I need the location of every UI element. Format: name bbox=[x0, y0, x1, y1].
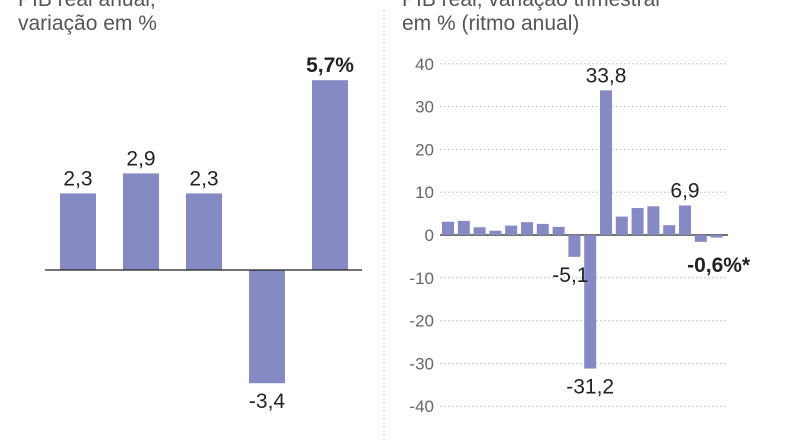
quarterly-bar bbox=[489, 230, 502, 235]
y-tick-label: -10 bbox=[409, 269, 434, 288]
right-chart-title: PIB real, variação trimestral em % (ritm… bbox=[402, 0, 660, 36]
annual-bar bbox=[186, 193, 222, 270]
quarterly-value-label: -31,2 bbox=[566, 376, 614, 399]
annual-value-label: 2,3 bbox=[189, 167, 218, 190]
quarterly-bar bbox=[505, 225, 518, 235]
left-chart-title: PIB real anual, variação em % bbox=[18, 0, 157, 36]
quarterly-bar bbox=[679, 205, 691, 235]
quarterly-bar bbox=[710, 235, 723, 238]
y-tick-label: -20 bbox=[409, 312, 434, 331]
quarterly-bar bbox=[521, 222, 533, 235]
quarterly-bar bbox=[600, 90, 612, 235]
quarterly-value-label: 33,8 bbox=[586, 64, 627, 87]
y-tick-label: 0 bbox=[425, 226, 434, 245]
quarterly-bar bbox=[552, 226, 565, 235]
y-tick-label: 40 bbox=[415, 55, 434, 74]
annual-bar bbox=[123, 173, 159, 270]
quarterly-value-label: -0,6%* bbox=[687, 254, 751, 277]
quarterly-bar bbox=[615, 216, 628, 235]
annual-value-label: 2,3 bbox=[63, 167, 92, 190]
quarterly-bar bbox=[568, 235, 581, 257]
quarterly-bar bbox=[457, 220, 470, 235]
quarterly-bar bbox=[631, 208, 644, 235]
quarterly-bar bbox=[536, 223, 549, 235]
annual-value-label: -3,4 bbox=[249, 390, 286, 413]
y-tick-label: 10 bbox=[415, 183, 434, 202]
quarterly-bar bbox=[647, 206, 660, 235]
left-title-line-1: PIB real anual, bbox=[18, 0, 157, 12]
y-tick-label: 30 bbox=[415, 98, 434, 117]
y-tick-label: -30 bbox=[409, 354, 434, 373]
quarterly-bar bbox=[442, 221, 454, 235]
quarterly-bar bbox=[584, 235, 597, 369]
right-title-line-1: PIB real, variação trimestral bbox=[402, 0, 660, 12]
annual-bar bbox=[249, 270, 285, 384]
annual-value-label: 2,9 bbox=[126, 147, 155, 170]
y-tick-label: -40 bbox=[409, 397, 434, 416]
quarterly-gdp-chart: 40 30 20 10 0 -10 -20 -30 -40 -5,1 -31,2 33,8 6,9 -0,… bbox=[409, 55, 751, 416]
annual-gdp-chart: 2,3 2,9 2,3 -3,4 5,7% bbox=[45, 54, 362, 413]
annual-value-label: 5,7% bbox=[306, 54, 354, 77]
quarterly-value-label: -5,1 bbox=[552, 264, 588, 287]
y-tick-label: 20 bbox=[415, 140, 434, 159]
annual-bar bbox=[60, 193, 96, 270]
annual-bar bbox=[312, 80, 348, 270]
quarterly-bar bbox=[473, 227, 486, 235]
right-title-line-2: em % (ritmo anual) bbox=[402, 12, 580, 35]
quarterly-bar bbox=[694, 235, 707, 242]
quarterly-value-label: 6,9 bbox=[670, 179, 699, 202]
left-title-line-2: variação em % bbox=[18, 12, 157, 35]
quarterly-bar bbox=[663, 225, 676, 235]
